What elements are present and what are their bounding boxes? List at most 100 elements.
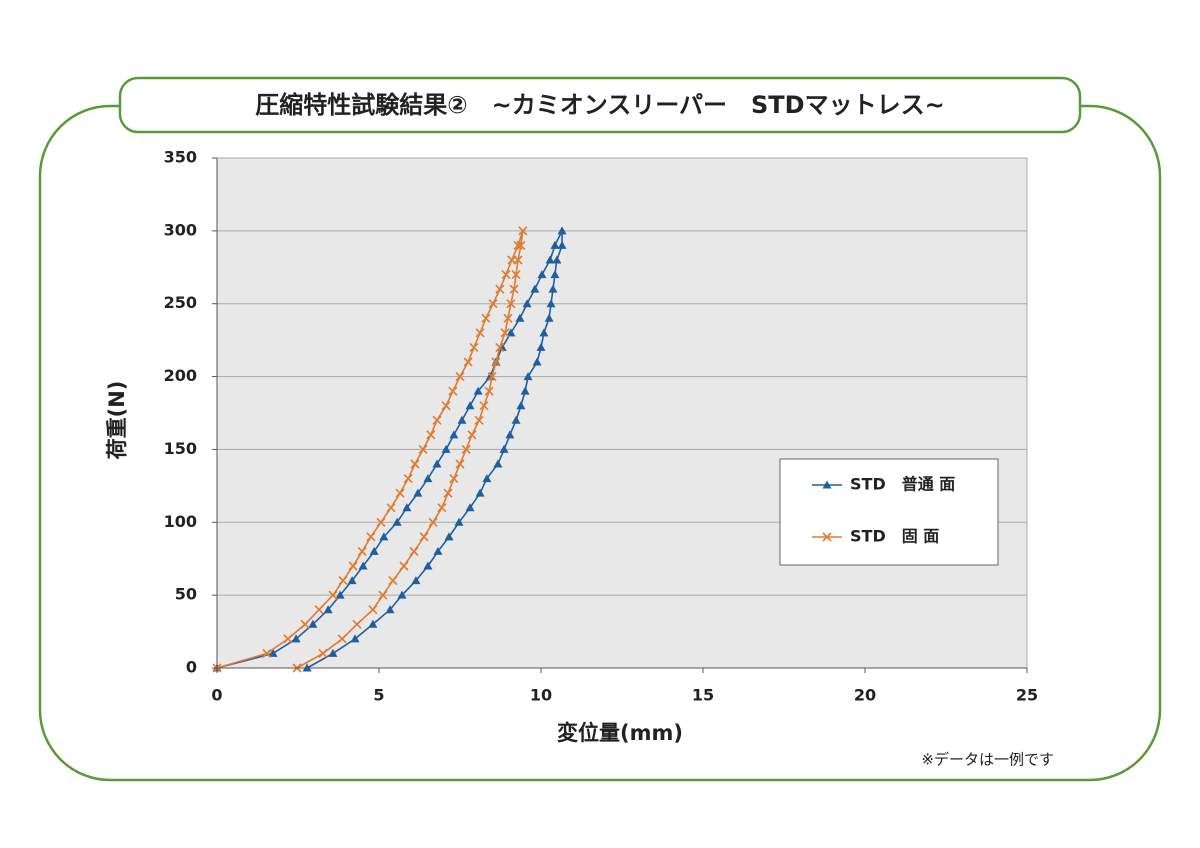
x-tick-label: 0 (211, 686, 222, 705)
marker (426, 430, 436, 440)
marker (495, 284, 505, 294)
marker (441, 444, 451, 453)
marker (520, 386, 530, 395)
marker (822, 480, 832, 489)
marker (418, 444, 428, 454)
marker (461, 444, 471, 454)
marker (557, 226, 567, 235)
marker (454, 517, 464, 526)
y-axis-label: 荷重(N) (105, 381, 129, 460)
marker (443, 488, 453, 498)
marker (511, 270, 521, 280)
marker (552, 255, 562, 264)
chart-title: 圧縮特性試験結果② ~カミオンスリーパー STDマットレス~ (255, 91, 944, 119)
marker (493, 459, 503, 468)
marker (308, 619, 318, 628)
marker (509, 284, 519, 294)
marker (557, 240, 567, 249)
marker (500, 328, 510, 338)
marker (328, 648, 338, 657)
marker (433, 546, 443, 555)
marker (484, 386, 494, 396)
marker (537, 270, 547, 279)
marker (423, 561, 433, 570)
marker (463, 357, 473, 367)
marker (409, 546, 419, 556)
marker (457, 415, 467, 424)
marker (503, 313, 513, 323)
marker (449, 430, 459, 439)
marker (530, 284, 540, 293)
marker (518, 226, 528, 236)
marker (467, 430, 477, 440)
marker (348, 561, 358, 571)
marker (455, 459, 465, 469)
marker (465, 503, 475, 512)
marker (314, 605, 324, 615)
marker (411, 576, 421, 585)
marker (448, 386, 458, 396)
marker (347, 576, 357, 585)
marker (423, 474, 433, 483)
marker (402, 503, 412, 512)
marker (548, 284, 558, 293)
marker (388, 576, 398, 586)
marker (513, 255, 523, 265)
marker (432, 459, 442, 468)
y-tick-label: 200 (164, 366, 197, 385)
marker (437, 503, 447, 513)
y-tick-label: 150 (164, 439, 197, 458)
x-tick-label: 10 (530, 686, 552, 705)
plot-area (216, 157, 1028, 669)
note: ※データは一例です (921, 751, 1054, 769)
marker (369, 546, 379, 555)
marker (536, 342, 546, 351)
marker (399, 561, 409, 571)
marker (539, 328, 549, 337)
marker (522, 299, 532, 308)
marker (501, 270, 511, 280)
marker (487, 372, 497, 382)
marker (337, 634, 347, 644)
x-tick-label: 25 (1016, 686, 1038, 705)
marker (335, 590, 345, 599)
marker (318, 648, 328, 658)
marker (366, 532, 376, 542)
marker (495, 342, 505, 352)
y-tick-label: 300 (164, 220, 197, 239)
marker (550, 240, 560, 249)
marker (368, 619, 378, 628)
marker (262, 648, 272, 658)
marker (378, 590, 388, 600)
marker (505, 430, 515, 439)
marker (300, 619, 310, 629)
marker (441, 401, 451, 411)
marker (513, 240, 523, 250)
marker (475, 488, 485, 497)
marker (283, 634, 293, 644)
marker (511, 415, 521, 424)
marker (395, 488, 405, 498)
marker (352, 619, 362, 629)
y-tick-label: 100 (164, 512, 197, 531)
marker (469, 342, 479, 352)
marker (428, 517, 438, 527)
marker (350, 634, 360, 643)
marker (546, 299, 556, 308)
marker (403, 474, 413, 484)
marker (410, 459, 420, 469)
marker (516, 401, 526, 410)
marker (376, 517, 386, 527)
marker (368, 605, 378, 615)
marker (449, 474, 459, 484)
marker (482, 474, 492, 483)
marker (481, 313, 491, 323)
marker (392, 517, 402, 526)
marker (506, 299, 516, 309)
legend-label: STD 固 面 (850, 527, 939, 546)
x-tick-label: 20 (854, 686, 876, 705)
marker (479, 401, 489, 411)
marker (291, 634, 301, 643)
marker (385, 605, 395, 614)
